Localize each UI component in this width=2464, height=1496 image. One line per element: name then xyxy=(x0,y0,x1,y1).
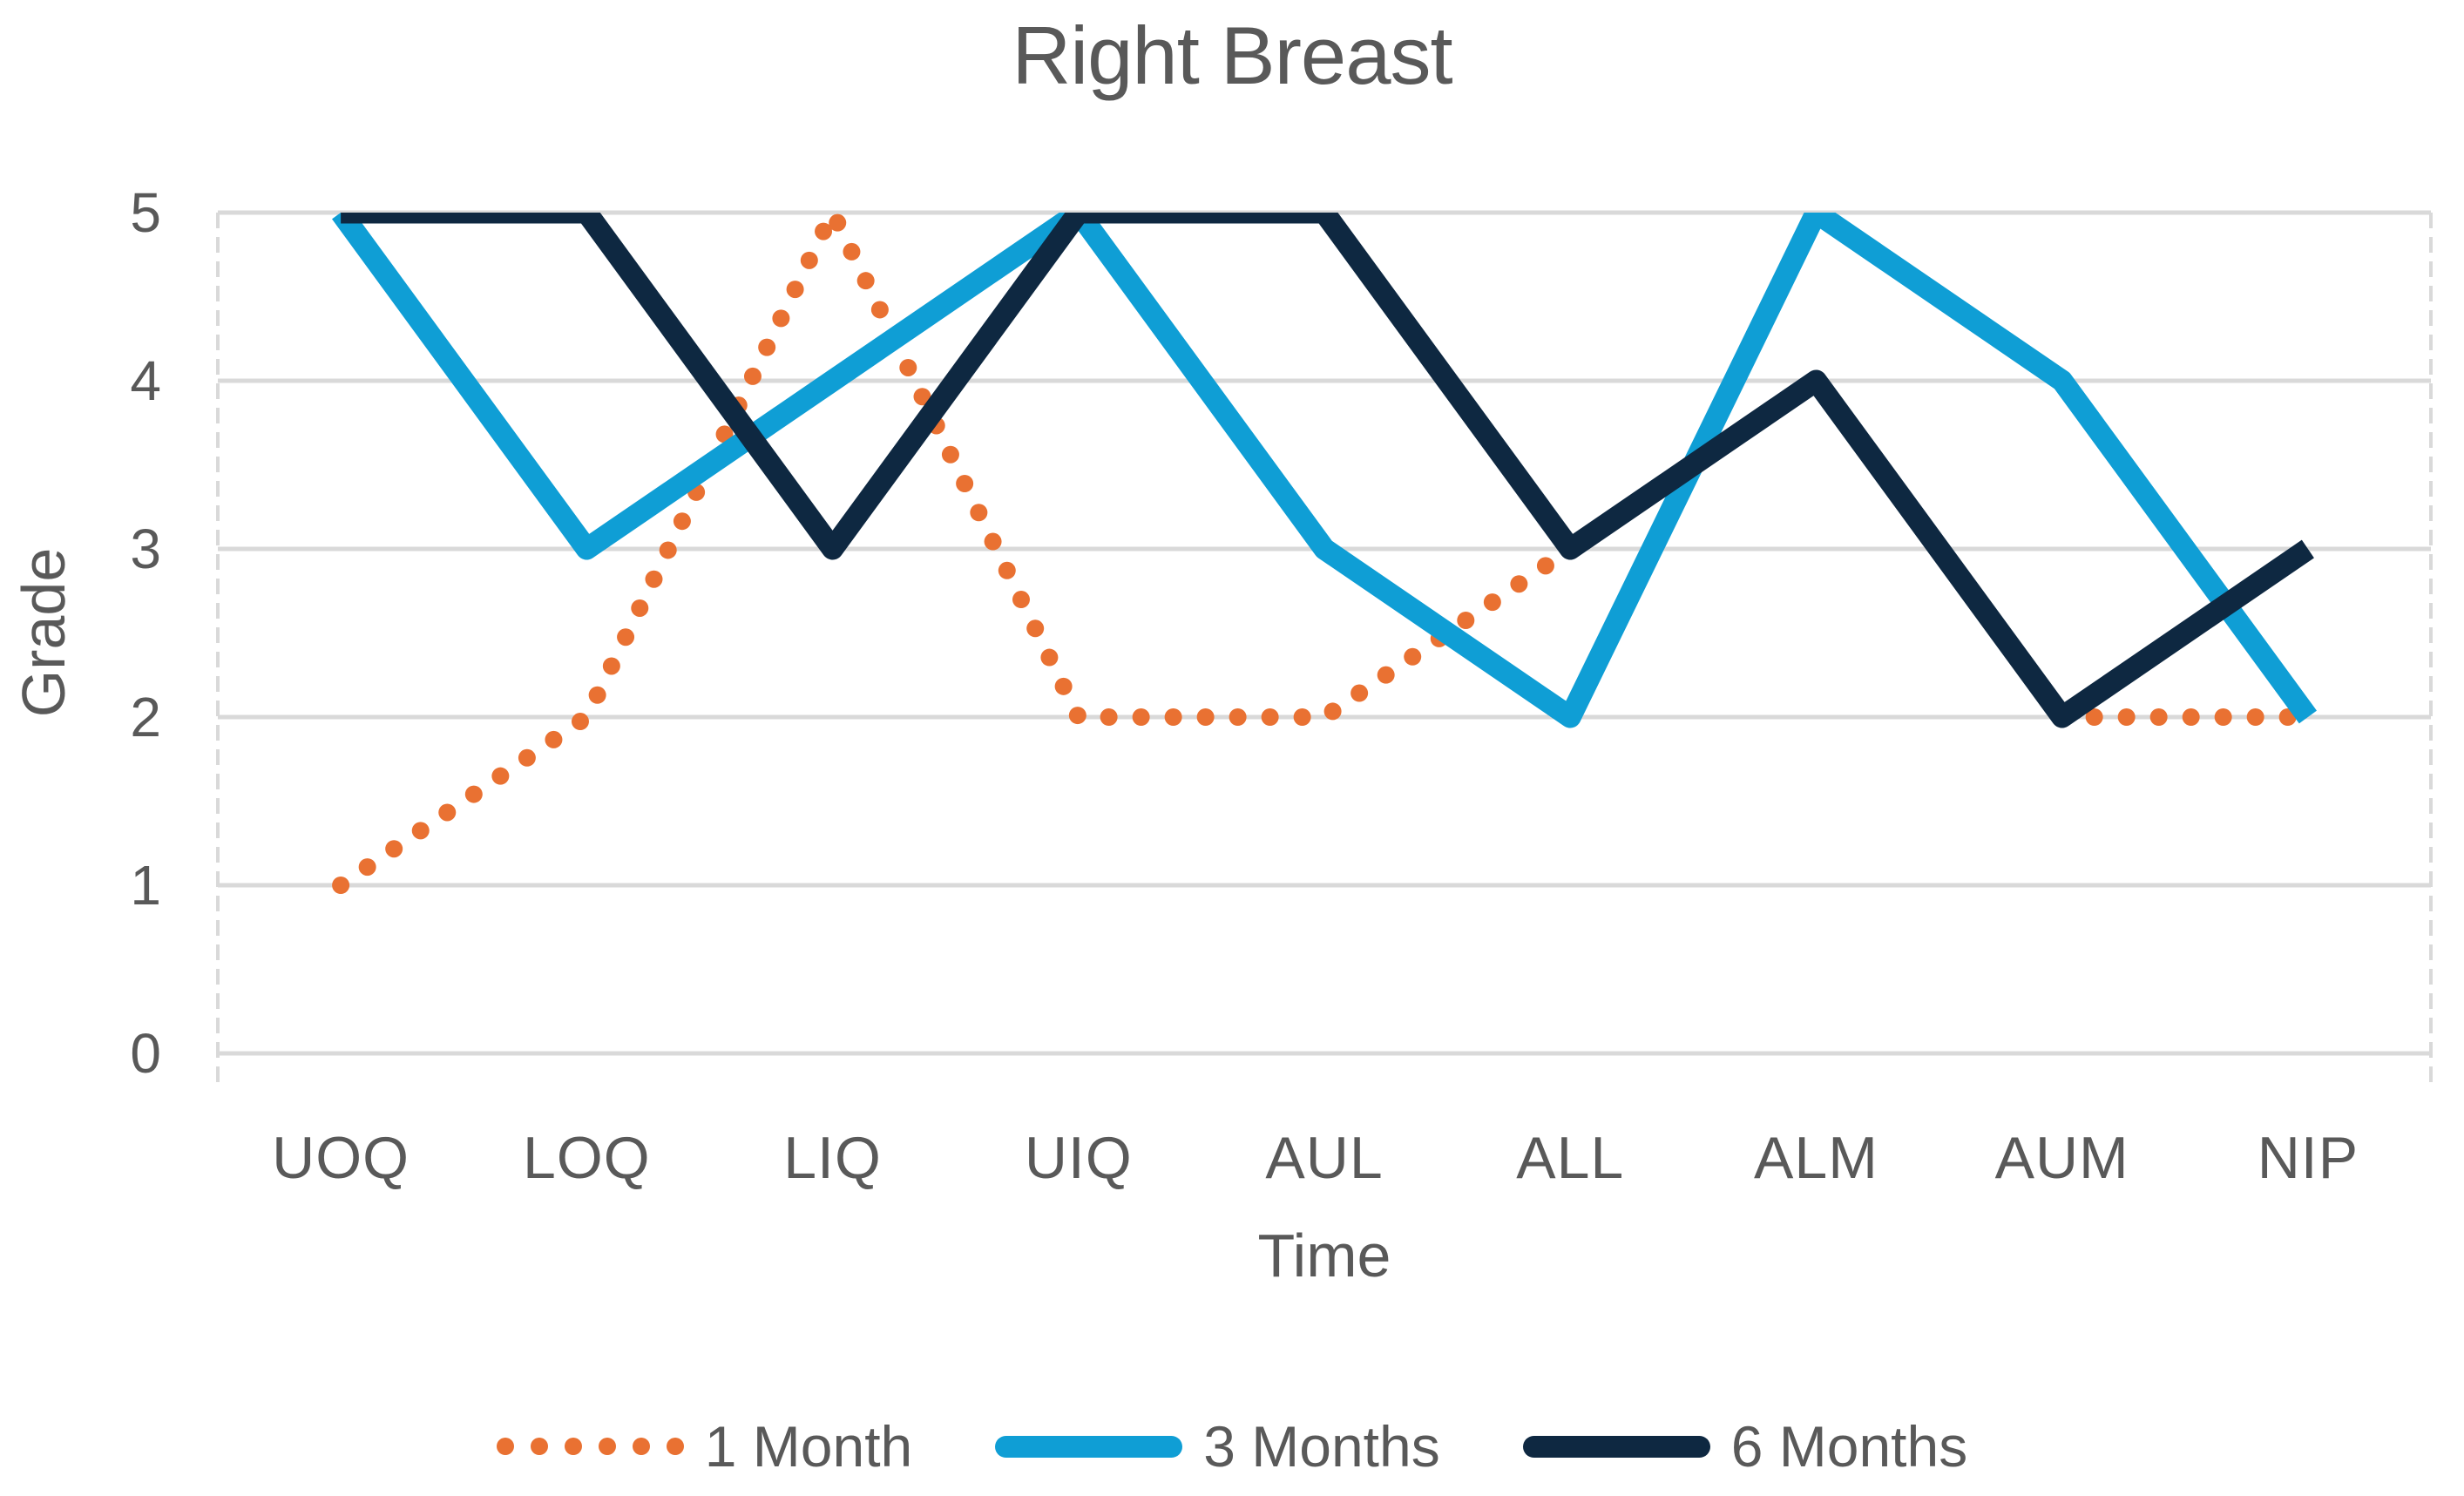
series-line-1-month xyxy=(332,213,1580,894)
legend-label: 6 Months xyxy=(1730,1414,1968,1479)
x-category-label: NIP xyxy=(2257,1125,2359,1191)
series-line-3-months xyxy=(332,213,2317,728)
x-category-label: ALL xyxy=(1516,1125,1625,1191)
y-axis-title: Grade xyxy=(10,547,78,718)
legend-swatch-3-months xyxy=(995,1435,1183,1458)
legend: 1 Month 3 Months 6 Months xyxy=(0,1407,2464,1486)
x-category-label: AUL xyxy=(1265,1125,1384,1191)
legend-swatch-6-months xyxy=(1522,1435,1710,1458)
x-category-label: AUM xyxy=(1994,1125,2129,1191)
legend-item-1-month: 1 Month xyxy=(496,1407,913,1486)
series-group xyxy=(332,213,2317,894)
chart-title: Right Breast xyxy=(1012,10,1452,101)
y-tick-label: 3 xyxy=(130,518,161,580)
x-category-label: ALM xyxy=(1754,1125,1878,1191)
y-tick-label: 0 xyxy=(130,1022,161,1085)
x-category-label: UIQ xyxy=(1024,1125,1133,1191)
y-tick-label: 4 xyxy=(130,349,161,412)
legend-label: 1 Month xyxy=(704,1414,913,1479)
legend-item-6-months: 6 Months xyxy=(1522,1407,1968,1486)
x-category-label: UOQ xyxy=(272,1125,410,1191)
legend-swatch-1-month xyxy=(496,1438,684,1455)
y-tick-label: 5 xyxy=(130,181,161,244)
series-line-6-months xyxy=(341,213,2314,728)
y-tick-label: 1 xyxy=(130,854,161,917)
x-category-label: LIQ xyxy=(783,1125,882,1191)
x-category-label: LOQ xyxy=(523,1125,651,1191)
x-axis-title: Time xyxy=(1257,1222,1391,1290)
y-tick-label: 2 xyxy=(130,686,161,748)
gridlines xyxy=(218,210,2431,1056)
legend-label: 3 Months xyxy=(1203,1414,1440,1479)
legend-item-3-months: 3 Months xyxy=(995,1407,1440,1486)
